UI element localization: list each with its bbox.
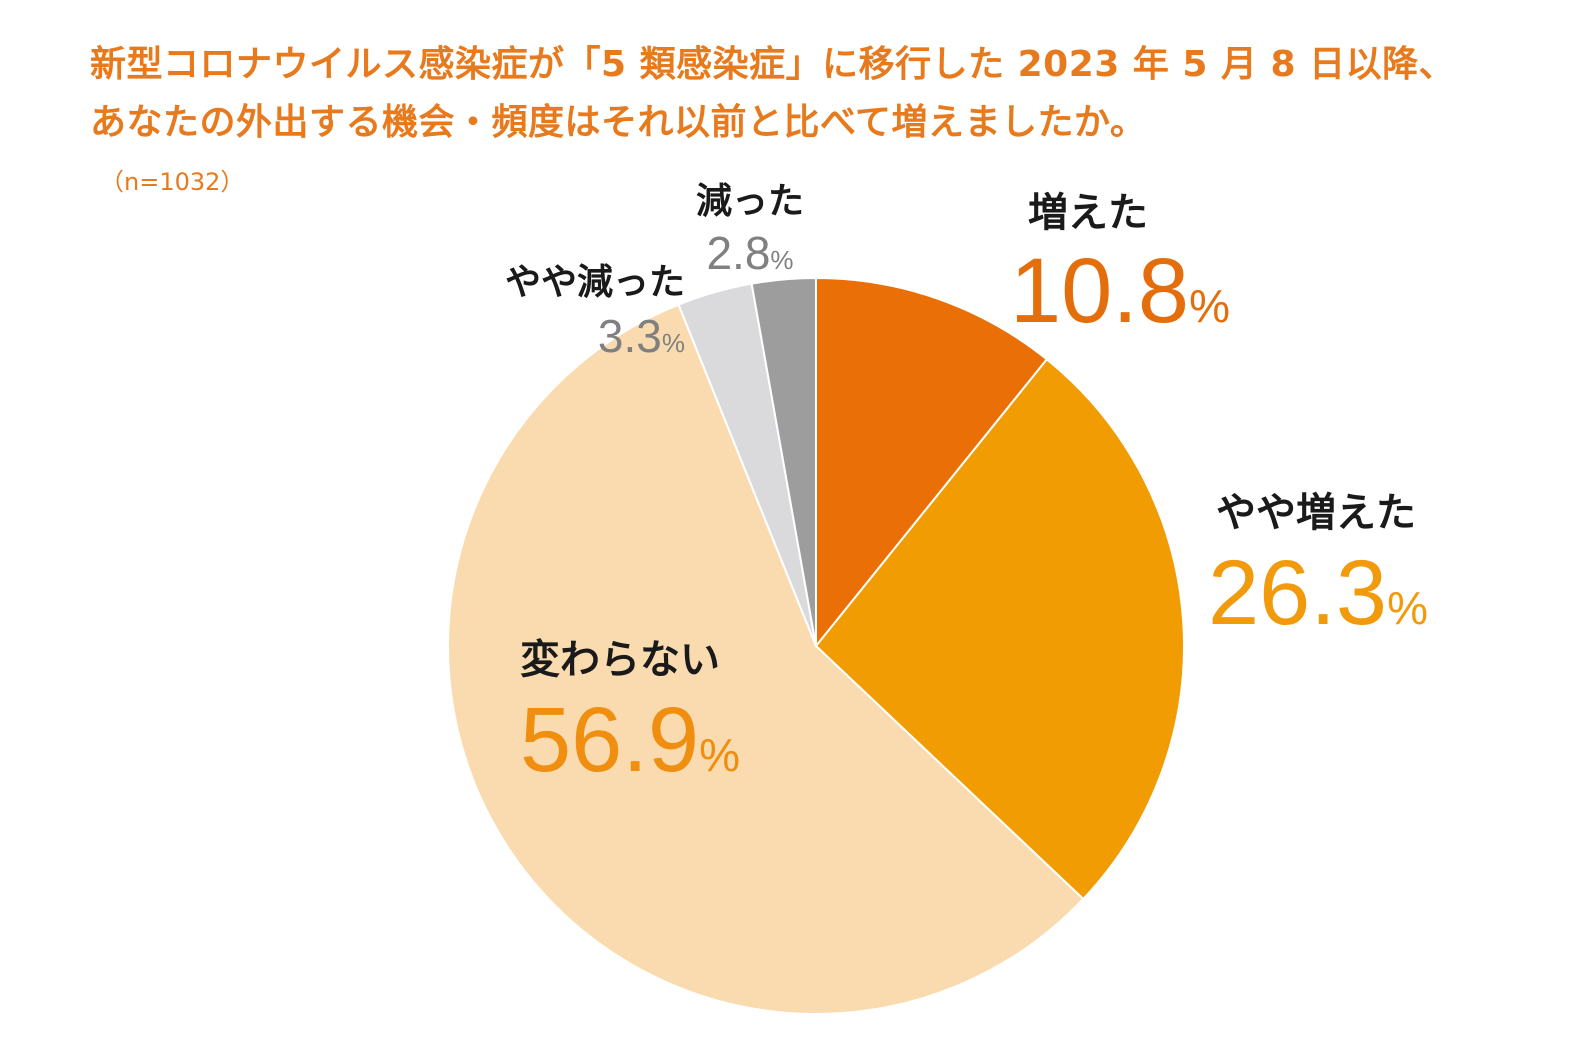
percent-sign: % [1387,582,1428,634]
slice-label-unchanged: 変わらない 56.9% [520,630,740,816]
percent-sign: % [1189,280,1230,332]
chart-title-line-1: 新型コロナウイルス感染症が「5 類感染症」に移行した 2023 年 5 月 8 … [90,44,1456,85]
slice-value-label: 26.3% [1208,541,1428,671]
slice-label-slightly-decreased: やや減った 3.3% [470,258,685,375]
percent-sign: % [770,245,794,275]
slice-label-decreased: 減った 2.8% [680,178,820,291]
slice-label-slightly-increased: やや増えた 26.3% [1208,485,1428,671]
sample-size: （n=1032） [100,168,245,196]
chart-title: 新型コロナウイルス感染症が「5 類感染症」に移行した 2023 年 5 月 8 … [90,36,1570,152]
slice-category-label: 増えた [1028,190,1148,236]
slice-label-increased: 増えた 10.8% [1010,185,1230,367]
slice-value-label: 56.9% [520,690,740,816]
percent-sign: % [699,729,740,781]
chart-title-line-2: あなたの外出する機会・頻度はそれ以前と比べて増えましたか。 [90,102,1147,143]
slice-category-label: 減った [695,181,804,222]
slice-category-label: やや減った [504,262,685,303]
pie-slice-slightly-increased [814,357,1185,901]
slice-category-label: やや増えた [1216,490,1416,536]
percent-sign: % [661,328,685,358]
slice-value-number: 56.9 [520,689,700,791]
slice-value-label: 3.3% [470,308,685,375]
slice-value-number: 3.3 [597,310,662,362]
slice-value-label: 10.8% [1010,241,1230,367]
slice-value-number: 2.8 [706,227,771,279]
pie-slice-decreased [750,276,817,647]
slice-value-number: 26.3 [1208,542,1388,644]
pie-slice-unchanged [447,303,1085,1015]
slice-value-label: 2.8% [680,226,820,291]
pie-slice-increased [815,276,1049,649]
slice-value-number: 10.8 [1010,240,1190,342]
slice-category-label: 変わらない [520,637,720,683]
